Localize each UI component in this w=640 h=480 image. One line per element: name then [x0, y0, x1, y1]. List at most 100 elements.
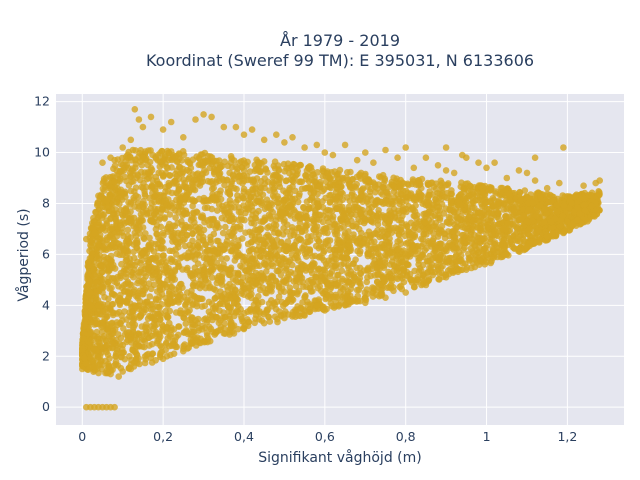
data-point	[328, 302, 336, 310]
data-point	[323, 279, 331, 287]
data-point	[229, 230, 236, 237]
data-point	[266, 187, 273, 194]
data-point	[204, 197, 211, 205]
data-point	[240, 291, 248, 299]
data-point	[316, 183, 323, 190]
data-point	[571, 208, 578, 216]
data-point	[305, 306, 313, 314]
data-point	[119, 251, 126, 259]
data-point	[175, 323, 183, 330]
data-point	[519, 235, 527, 243]
data-point	[411, 250, 419, 258]
data-point	[323, 294, 330, 301]
data-point	[304, 301, 312, 309]
data-point	[354, 292, 362, 300]
data-point	[242, 229, 249, 236]
data-point	[456, 215, 464, 223]
data-point	[255, 232, 263, 240]
data-point	[253, 262, 261, 270]
data-point	[272, 171, 279, 179]
data-point	[354, 297, 362, 305]
data-point	[402, 187, 410, 195]
data-point	[101, 253, 108, 261]
data-point	[549, 230, 556, 237]
data-point	[303, 175, 310, 183]
data-point	[166, 333, 174, 340]
data-point	[260, 254, 267, 261]
data-point	[223, 255, 230, 262]
data-point	[103, 197, 111, 205]
data-point	[195, 238, 203, 246]
data-point	[443, 255, 451, 263]
data-point	[282, 267, 289, 274]
data-point	[118, 242, 126, 249]
data-point	[134, 172, 142, 179]
data-point	[480, 219, 488, 226]
data-point	[376, 233, 383, 241]
data-point	[410, 212, 418, 220]
data-point	[158, 321, 166, 329]
data-point	[123, 297, 130, 305]
data-point	[438, 240, 445, 248]
data-point	[194, 209, 201, 216]
data-point	[397, 240, 405, 247]
data-point	[216, 264, 223, 271]
data-point	[117, 168, 124, 176]
data-point	[230, 223, 238, 231]
data-point	[131, 188, 138, 195]
data-point	[116, 340, 124, 348]
data-point	[103, 348, 110, 356]
data-point	[294, 290, 301, 298]
data-point	[347, 298, 355, 306]
data-point	[375, 281, 383, 288]
data-point	[315, 238, 323, 245]
data-point	[139, 200, 146, 208]
data-point	[189, 183, 197, 191]
data-point	[384, 189, 391, 197]
data-point	[137, 268, 144, 276]
data-point	[390, 183, 398, 190]
data-point	[222, 223, 229, 231]
data-point	[168, 258, 175, 266]
data-point	[258, 298, 266, 306]
data-point	[596, 190, 603, 198]
data-point	[455, 249, 463, 256]
data-point	[186, 307, 193, 314]
data-point	[152, 328, 160, 336]
data-point	[511, 208, 518, 216]
data-point	[128, 178, 135, 186]
data-point	[450, 209, 458, 216]
data-point	[118, 154, 126, 162]
data-point	[91, 229, 99, 237]
data-point	[386, 239, 393, 247]
data-point	[361, 172, 369, 179]
data-point	[238, 279, 246, 286]
data-point	[293, 274, 300, 282]
data-point	[263, 196, 271, 203]
data-point	[407, 219, 415, 227]
data-point	[165, 196, 172, 203]
data-point	[152, 357, 159, 364]
data-point	[307, 288, 315, 295]
data-point	[194, 244, 201, 251]
data-point	[244, 240, 252, 248]
data-point	[82, 303, 89, 310]
data-point	[142, 230, 149, 237]
data-point	[201, 241, 209, 249]
data-point	[127, 173, 134, 181]
chart-title-line-2: Koordinat (Sweref 99 TM): E 395031, N 61…	[146, 51, 534, 70]
data-point	[273, 267, 281, 275]
data-point	[464, 227, 471, 235]
data-point	[430, 230, 437, 237]
data-point	[390, 267, 397, 275]
data-point	[434, 253, 442, 261]
data-point	[111, 162, 119, 169]
data-point	[234, 308, 242, 316]
data-point	[256, 194, 263, 202]
data-point	[332, 251, 339, 259]
data-point	[494, 209, 502, 216]
data-point	[326, 198, 334, 206]
data-point	[506, 213, 513, 221]
data-point	[314, 169, 321, 176]
